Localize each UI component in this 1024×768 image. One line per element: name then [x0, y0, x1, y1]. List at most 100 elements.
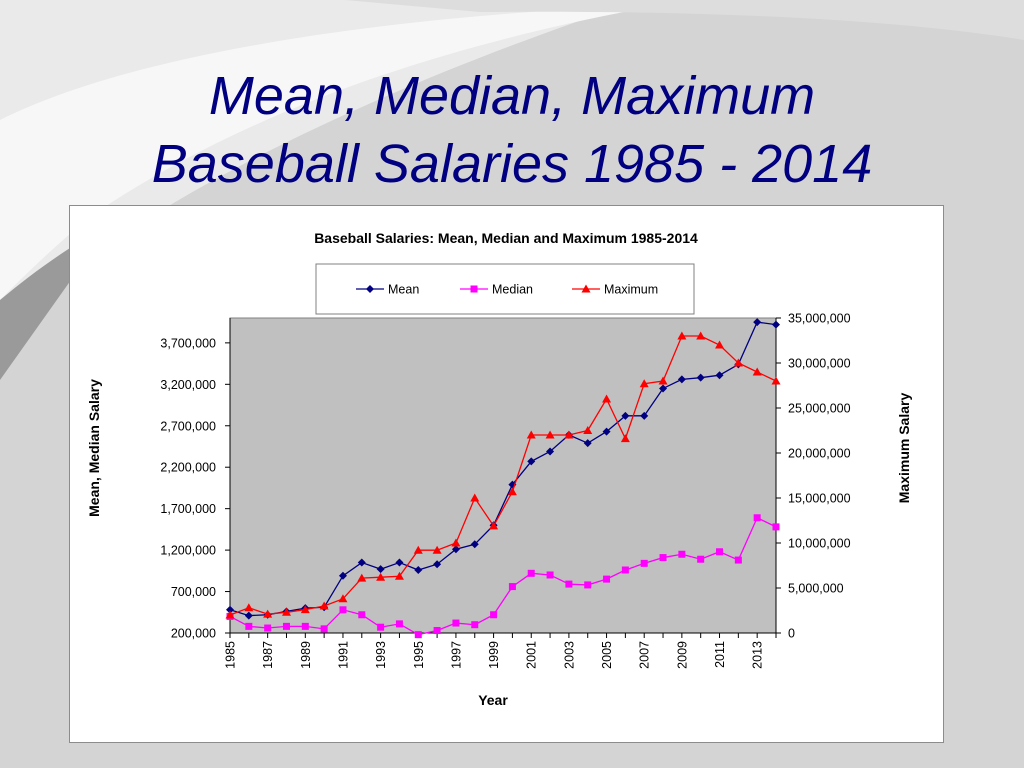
y-right-tick-label: 15,000,000	[788, 492, 851, 506]
x-tick-label: 1999	[487, 641, 501, 669]
data-point-mean	[508, 480, 517, 489]
data-point-mean	[451, 545, 460, 554]
data-point-maximum	[602, 394, 612, 403]
data-point-maximum	[658, 376, 668, 385]
data-point-median	[678, 550, 686, 558]
chart-container: Baseball Salaries: Mean, Median and Maxi…	[69, 205, 944, 743]
data-point-maximum	[376, 572, 386, 581]
x-tick-label: 1985	[224, 641, 238, 669]
data-point-maximum	[357, 573, 367, 582]
x-tick-label: 2003	[562, 641, 576, 669]
legend-label-mean: Mean	[388, 283, 419, 297]
data-point-maximum	[225, 610, 235, 619]
series-layer	[225, 318, 781, 639]
salary-line-chart: Baseball Salaries: Mean, Median and Maxi…	[86, 230, 912, 708]
data-point-median	[716, 548, 724, 556]
data-point-median	[395, 620, 403, 628]
legend: Mean Median Maximum	[356, 283, 658, 297]
data-point-median	[753, 514, 761, 522]
data-point-maximum	[733, 358, 743, 367]
data-point-maximum	[696, 331, 706, 340]
data-point-maximum	[771, 376, 781, 385]
y-left-tick-label: 1,700,000	[160, 502, 216, 516]
data-point-mean	[433, 560, 442, 569]
y-axis-left: 200,000 700,000 1,200,000 1,700,000 2,200,00…	[160, 318, 231, 641]
y-right-tick-label: 10,000,000	[788, 537, 851, 551]
x-tick-label: 2013	[751, 641, 765, 669]
data-point-maximum	[583, 426, 593, 434]
data-point-median	[621, 566, 629, 574]
x-tick-label: 2005	[600, 641, 614, 669]
data-point-median	[245, 622, 253, 630]
data-point-mean	[546, 447, 555, 456]
data-point-median	[282, 622, 290, 630]
data-point-mean	[659, 384, 668, 393]
data-point-maximum	[244, 603, 254, 612]
data-point-maximum	[338, 594, 348, 603]
data-point-median	[490, 611, 498, 619]
data-point-mean	[583, 439, 592, 448]
legend-label-median: Median	[492, 283, 533, 297]
x-tick-label: 1987	[261, 641, 275, 669]
x-tick-label: 1989	[299, 641, 313, 669]
data-point-mean	[470, 540, 479, 549]
data-point-median	[264, 624, 272, 632]
data-point-median	[584, 581, 592, 589]
x-axis-label: Year	[478, 692, 508, 708]
data-point-mean	[621, 411, 630, 420]
data-point-maximum	[470, 493, 480, 502]
data-point-mean	[376, 565, 385, 574]
data-point-median	[320, 625, 328, 633]
data-point-median	[377, 623, 385, 631]
y-left-tick-label: 200,000	[171, 627, 216, 641]
legend-marker-median	[470, 285, 478, 293]
data-point-median	[358, 611, 366, 619]
y-left-tick-label: 2,700,000	[160, 419, 216, 433]
y-axis-right: 0 5,000,000 10,000,000 15,000,000 20,000,000…	[775, 312, 851, 641]
data-point-median	[508, 583, 516, 591]
data-point-median	[339, 606, 347, 614]
data-point-maximum	[489, 521, 499, 530]
data-point-median	[734, 556, 742, 564]
data-point-maximum	[319, 601, 329, 610]
data-point-mean	[395, 558, 404, 567]
y-left-tick-label: 3,700,000	[160, 336, 216, 350]
legend-marker-mean	[366, 285, 374, 293]
x-tick-label: 2001	[525, 641, 539, 669]
data-point-maximum	[715, 340, 725, 349]
data-point-maximum	[564, 430, 574, 439]
data-point-maximum	[413, 545, 423, 554]
data-point-maximum	[432, 545, 442, 554]
data-point-maximum	[620, 434, 630, 443]
x-tick-label: 2009	[675, 641, 689, 669]
data-point-maximum	[263, 609, 273, 618]
series-line-maximum	[229, 335, 777, 616]
data-point-maximum	[394, 571, 404, 580]
data-point-mean	[414, 566, 423, 574]
y-left-tick-label: 700,000	[171, 585, 216, 599]
x-tick-label: 2011	[713, 641, 727, 668]
data-point-median	[659, 554, 667, 562]
y-right-tick-label: 35,000,000	[788, 312, 851, 326]
data-point-mean	[244, 611, 253, 620]
y-left-tick-label: 1,200,000	[160, 544, 216, 558]
y-left-tick-label: 3,200,000	[160, 378, 216, 392]
data-point-median	[772, 523, 780, 531]
data-point-mean	[677, 375, 686, 384]
data-point-mean	[602, 427, 611, 436]
data-point-mean	[772, 320, 780, 329]
data-point-maximum	[545, 430, 555, 439]
slide-title-line-1: Mean, Median, Maximum	[208, 66, 816, 126]
data-point-mean	[338, 571, 347, 580]
data-point-median	[452, 619, 460, 627]
data-point-maximum	[281, 607, 291, 616]
data-point-median	[301, 622, 309, 630]
data-point-median	[433, 627, 441, 635]
y-left-tick-label: 2,200,000	[160, 461, 216, 475]
data-point-median	[471, 621, 479, 629]
slide-title-line-2: Baseball Salaries 1985 - 2014	[151, 134, 873, 194]
data-point-maximum	[677, 331, 687, 340]
x-tick-label: 1997	[449, 641, 463, 669]
y-axis-left-label: Mean, Median Salary	[86, 379, 102, 517]
x-tick-label: 2007	[638, 641, 652, 669]
